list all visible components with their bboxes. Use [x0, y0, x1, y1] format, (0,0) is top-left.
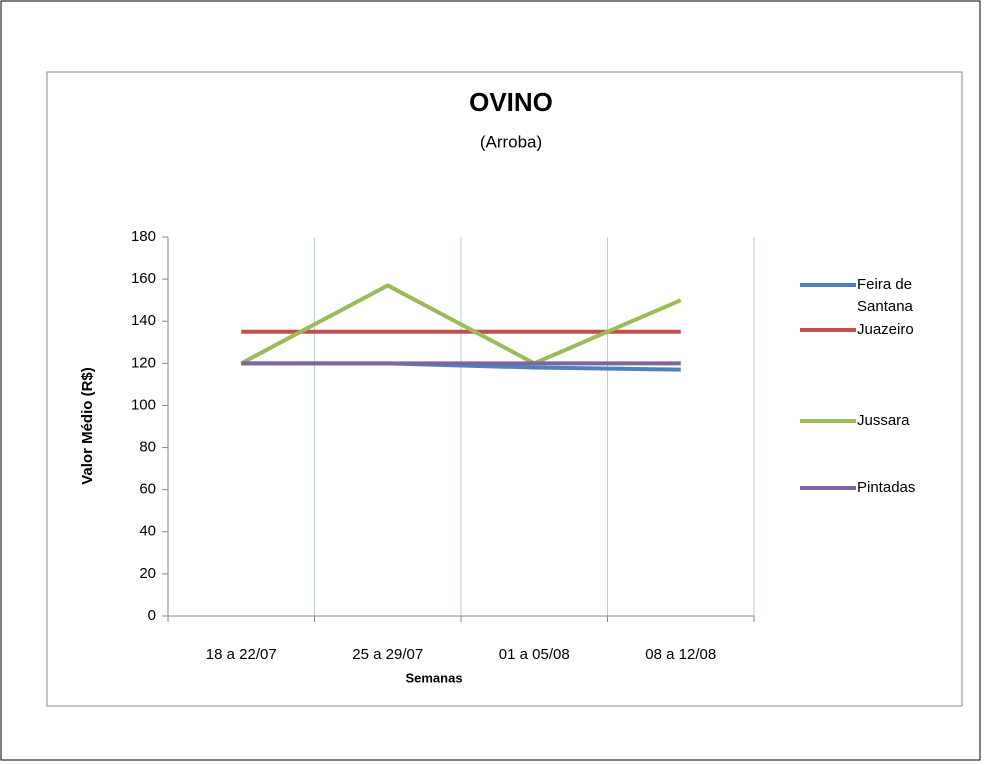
- y-tick-label: 160: [131, 270, 156, 287]
- x-axis-label: Semanas: [405, 670, 462, 685]
- y-tick-label: 80: [139, 439, 156, 456]
- legend-label: Feira de Santana: [857, 276, 913, 315]
- y-axis-label: Valor Médio (R$): [79, 367, 96, 485]
- y-tick-label: 180: [131, 228, 156, 245]
- chart-frame: [46, 71, 963, 707]
- y-tick-label: 60: [139, 481, 156, 498]
- x-tick-label: 25 a 29/07: [352, 646, 423, 663]
- y-tick-label: 120: [131, 354, 156, 371]
- x-tick-label: 01 a 05/08: [499, 646, 570, 663]
- y-tick-label: 100: [131, 396, 156, 413]
- y-tick-label: 40: [139, 523, 156, 540]
- x-tick-label: 08 a 12/08: [645, 646, 716, 663]
- y-tick-label: 0: [148, 607, 156, 624]
- legend-label: Juazeiro: [857, 321, 914, 338]
- chart-title: OVINO: [469, 87, 553, 117]
- x-tick-label: 18 a 22/07: [206, 646, 277, 663]
- series-line: [240, 283, 682, 366]
- y-tick-label: 140: [131, 312, 156, 329]
- legend-label: Pintadas: [857, 479, 916, 496]
- legend-label: Jussara: [857, 412, 910, 429]
- chart-subtitle: (Arroba): [480, 132, 542, 151]
- y-tick-label: 20: [139, 565, 156, 582]
